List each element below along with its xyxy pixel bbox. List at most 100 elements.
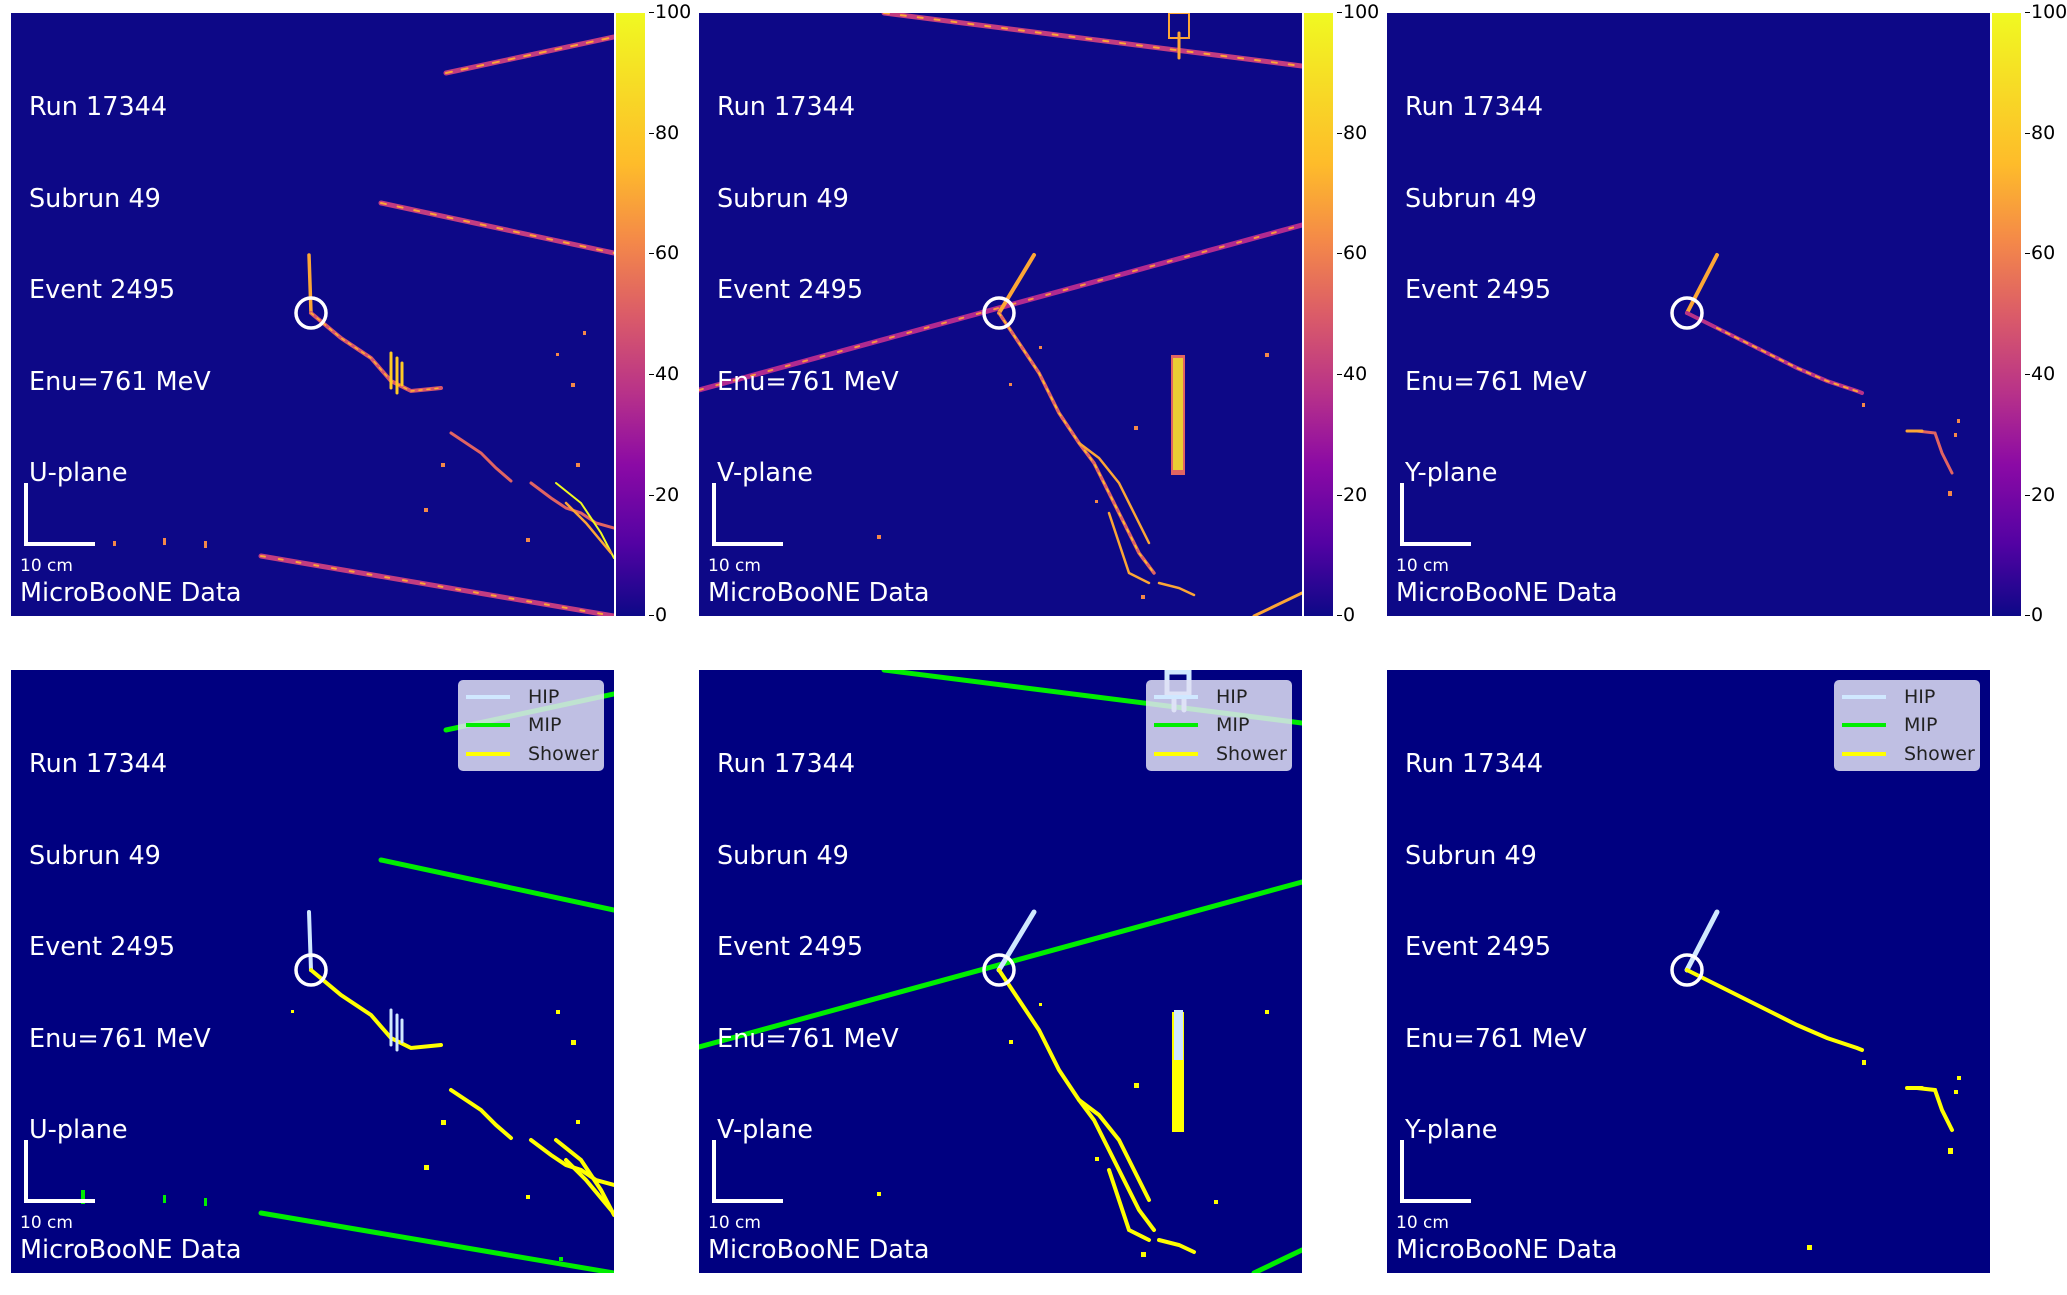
colorbar-tick: 100 xyxy=(1336,1,1380,23)
plane-label: Y-plane xyxy=(1405,1115,1498,1145)
run-number: Run 17344 xyxy=(717,92,856,122)
legend-item-shower: Shower xyxy=(1154,743,1287,765)
colorbar-tick: 40 xyxy=(2024,363,2056,385)
neutrino-energy: Enu=761 MeV xyxy=(717,1023,899,1054)
hip-track xyxy=(307,253,313,315)
run-number: Run 17344 xyxy=(1405,92,1544,122)
scale-bar xyxy=(712,483,783,546)
u-plane-colorbar-ticks: 100 80 60 40 20 0 xyxy=(648,1,715,626)
scale-bar xyxy=(24,1140,95,1203)
run-number: Run 17344 xyxy=(717,749,856,779)
colorbar-tick: 100 xyxy=(648,1,692,23)
plane-label: U-plane xyxy=(29,1115,128,1145)
legend-label: HIP xyxy=(1904,686,1936,708)
scale-bar-label: 10 cm xyxy=(20,1213,73,1233)
hip-track xyxy=(1684,909,1720,973)
shower-branches xyxy=(449,1088,614,1217)
isolated-hits xyxy=(877,346,1269,599)
legend-item-mip: MIP xyxy=(1154,714,1249,736)
legend-label: MIP xyxy=(1904,714,1938,736)
subrun-number: Subrun 49 xyxy=(1405,183,1537,214)
mip-track xyxy=(1251,1247,1302,1273)
v-plane-charge-tracks xyxy=(699,13,1302,616)
shower-isolated-hits xyxy=(1807,1060,1961,1250)
neutrino-energy: Enu=761 MeV xyxy=(29,1023,211,1054)
vertical-cosmic-blob xyxy=(1171,355,1185,475)
u-plane-charge-image: Run 17344 Subrun 49 Event 2495 Enu=761 M… xyxy=(11,13,614,616)
subrun-number: Subrun 49 xyxy=(29,183,161,214)
vertex-circle xyxy=(294,296,328,330)
colorbar-tick: 0 xyxy=(2024,604,2044,626)
colorbar-tick: 20 xyxy=(648,484,680,506)
mip-track xyxy=(258,1210,614,1273)
vertex-circle xyxy=(1670,296,1704,330)
microboone-data-label: MicroBooNE Data xyxy=(708,578,930,608)
subrun-number: Subrun 49 xyxy=(717,840,849,871)
colorbar-tick: 0 xyxy=(1336,604,1356,626)
colorbar-tick: 100 xyxy=(2024,1,2067,23)
shower-isolated-hits xyxy=(291,1010,580,1199)
neutrino-energy: Enu=761 MeV xyxy=(1405,1023,1587,1054)
event-info: Run 17344 Subrun 49 Event 2495 Enu=761 M… xyxy=(717,31,899,550)
shower-trunk xyxy=(1685,968,1864,1052)
event-number: Event 2495 xyxy=(1405,932,1552,962)
subrun-number: Subrun 49 xyxy=(717,183,849,214)
legend-item-mip: MIP xyxy=(1842,714,1938,736)
event-info: Run 17344 Subrun 49 Event 2495 Enu=761 M… xyxy=(1405,31,1587,550)
microboone-data-label: MicroBooNE Data xyxy=(20,578,242,608)
hip-track xyxy=(307,910,313,972)
event-info: Run 17344 Subrun 49 Event 2495 Enu=761 M… xyxy=(29,31,211,550)
u-plane-charge-tracks xyxy=(24,34,614,616)
cosmic-track-hits xyxy=(260,555,614,616)
mip-isolated-hits xyxy=(81,1190,563,1261)
shower-branch xyxy=(449,431,513,483)
isolated-hits xyxy=(113,331,586,548)
microboone-data-label: MicroBooNE Data xyxy=(20,1235,242,1265)
subrun-number: Subrun 49 xyxy=(1405,840,1537,871)
plane-label: V-plane xyxy=(717,1115,813,1145)
colorbar-tick: 60 xyxy=(1336,242,1368,264)
legend-swatch xyxy=(466,723,510,727)
plane-label: U-plane xyxy=(29,458,128,488)
vertical-blob xyxy=(1172,1010,1184,1132)
legend-label: Shower xyxy=(1216,743,1287,765)
vertex-circle xyxy=(982,296,1016,330)
colorbar-tick: 60 xyxy=(648,242,680,264)
shower-hits xyxy=(389,351,404,395)
legend-label: Shower xyxy=(528,743,599,765)
event-number: Event 2495 xyxy=(1405,275,1552,305)
shower-branch xyxy=(1905,1086,1954,1132)
event-info: Run 17344 Subrun 49 Event 2495 Enu=761 M… xyxy=(717,688,899,1207)
mip-track xyxy=(378,857,614,913)
legend-label: Shower xyxy=(1904,743,1975,765)
shower-trunk xyxy=(1685,311,1864,395)
legend-swatch xyxy=(1154,723,1198,727)
legend-swatch xyxy=(1154,695,1198,699)
shower-branch xyxy=(1915,429,1954,475)
plane-label: Y-plane xyxy=(1405,458,1498,488)
vertex-circle xyxy=(1670,953,1704,987)
legend-item-mip: MIP xyxy=(466,714,561,736)
colorbar-tick: 80 xyxy=(648,122,680,144)
y-plane-segmentation-image: Run 17344 Subrun 49 Event 2495 Enu=761 M… xyxy=(1387,670,1990,1273)
legend-item-hip: HIP xyxy=(1842,686,1936,708)
run-number: Run 17344 xyxy=(29,92,168,122)
run-number: Run 17344 xyxy=(29,749,168,779)
u-plane-colorbar xyxy=(616,13,645,616)
legend-swatch xyxy=(1842,695,1886,699)
legend-swatch xyxy=(1154,752,1198,756)
legend-item-hip: HIP xyxy=(1154,686,1247,708)
particle-legend: HIP MIP Shower xyxy=(458,680,604,771)
shower-trunk xyxy=(309,968,443,1051)
v-plane-charge-image: Run 17344 Subrun 49 Event 2495 Enu=761 M… xyxy=(699,13,1302,616)
cosmic-track-stub xyxy=(1252,591,1302,616)
shower-isolated-hits xyxy=(877,1003,1269,1257)
legend-swatch xyxy=(466,695,510,699)
legend-item-hip: HIP xyxy=(466,686,559,708)
event-number: Event 2495 xyxy=(717,275,864,305)
scale-bar-label: 10 cm xyxy=(20,556,73,576)
colorbar-tick: 80 xyxy=(2024,122,2056,144)
scale-bar xyxy=(24,483,95,546)
vertex-circle xyxy=(294,953,328,987)
scale-bar-label: 10 cm xyxy=(708,1213,761,1233)
